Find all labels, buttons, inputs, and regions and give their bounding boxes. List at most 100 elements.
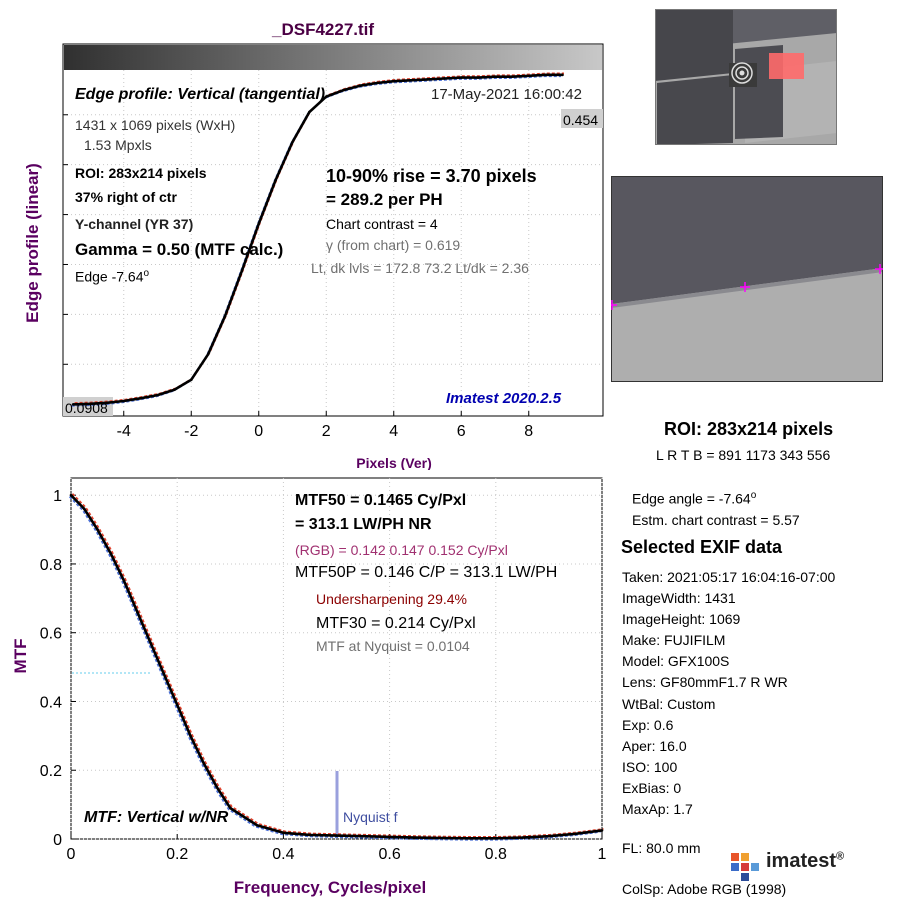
light-dark-levels: Lt, dk lvls = 172.8 73.2 Lt/dk = 2.36 [311, 260, 529, 276]
mtf50p-value: MTF50P = 0.146 C/P = 313.1 LW/PH [295, 564, 558, 581]
channel-label: Y-channel (YR 37) [75, 216, 194, 232]
x-tick-label: 0.8 [485, 846, 507, 863]
data-point [240, 269, 244, 273]
gamma-label: Gamma = 0.50 (MTF calc.) [75, 240, 284, 259]
data-point [388, 835, 391, 839]
data-point [255, 823, 259, 827]
exif-item: MaxAp: 1.7 [622, 801, 693, 818]
data-point [71, 403, 75, 406]
image-dimensions: 1431 x 1069 pixels (WxH) [75, 117, 236, 133]
degree-mark: o [143, 268, 150, 279]
x-tick-label: -2 [184, 423, 198, 440]
y-tick-label: 1 [53, 488, 62, 505]
x-tick-label: 0.4 [272, 846, 294, 863]
data-point [459, 76, 463, 79]
roi-coordinates: L R T B = 891 1173 343 556 [656, 447, 831, 463]
x-tick-label: -4 [117, 423, 131, 440]
right-edge-angle: Edge angle = -7.64o [632, 490, 756, 507]
data-point [600, 829, 604, 832]
y-tick-label: 0.8 [40, 557, 62, 574]
roi-size: ROI: 283x214 pixels [75, 165, 207, 181]
data-point [308, 833, 312, 837]
red-channel-line [71, 493, 604, 838]
data-point [96, 528, 99, 531]
edge-angle-label: Edge -7.64o [75, 268, 149, 285]
data-point [561, 73, 564, 77]
data-point [494, 837, 498, 840]
exif-list: Taken: 2021:05:17 16:04:16-07:00 ImageWi… [622, 567, 835, 820]
chart-contrast: Chart contrast = 4 [326, 216, 438, 232]
exif-item: Make: FUJIFILM [622, 632, 726, 649]
right-degree-mark: o [750, 490, 757, 501]
edge-angle-value: Edge -7.64 [75, 268, 144, 285]
data-point [215, 786, 219, 789]
data-point [510, 75, 514, 78]
mtf50-value: MTF50 = 0.1465 Cy/Pxl [295, 492, 467, 509]
data-point [282, 831, 285, 835]
y-tick-label: 0 [53, 832, 62, 849]
exif-item: ImageHeight: 1069 [622, 611, 741, 628]
edge-profile-heading: Edge profile: Vertical (tangential) [75, 86, 326, 103]
data-point [547, 834, 551, 838]
luminance-line [73, 73, 563, 406]
data-point [341, 88, 345, 92]
data-point [291, 140, 294, 144]
undersharpening: Undersharpening 29.4% [316, 591, 467, 607]
imatest-version: Imatest 2020.2.5 [446, 390, 562, 407]
rgb-mtf50: (RGB) = 0.142 0.147 0.152 Cy/Pxl [295, 542, 508, 558]
mtf-at-nyquist: MTF at Nyquist = 0.0104 [316, 638, 470, 654]
data-point [443, 77, 446, 80]
x-tick-label: 0.6 [378, 846, 400, 863]
edge-markers [611, 264, 883, 310]
gamma-from-chart: γ (from chart) = 0.619 [326, 237, 460, 253]
mtf-chart: 0 0.2 0.4 0.6 0.8 1 0 0.2 0.4 0.6 0.8 1 Nyquist f M… [11, 477, 607, 897]
estimated-contrast: Estm. chart contrast = 5.57 [632, 512, 800, 528]
imatest-logo-icon [731, 853, 759, 881]
data-point [375, 81, 379, 85]
data-point [122, 579, 126, 583]
y-tick-label: 0.4 [40, 694, 62, 711]
data-point [476, 76, 480, 79]
exif-item: ImageWidth: 1431 [622, 590, 736, 607]
data-point [521, 836, 524, 839]
nyquist-label: Nyquist f [343, 809, 398, 825]
exif-title: Selected EXIF data [621, 537, 783, 557]
data-point [173, 388, 176, 391]
y-tick-label: 0.6 [40, 626, 62, 643]
edge-profile-plot-area [62, 43, 604, 417]
data-point [361, 834, 365, 838]
gamma-chart-value: (from chart) = 0.619 [333, 237, 461, 253]
data-point [392, 79, 396, 83]
mtf50-lwph: = 313.1 LW/PH NR [295, 516, 432, 533]
level-high-box [561, 109, 603, 128]
data-point [358, 84, 362, 88]
data-point [88, 402, 92, 406]
data-point [574, 832, 577, 836]
edge-profile-chart: -4 -2 0 2 4 6 8 0.454 0.0908 Pixels (Ver) Edge… [23, 43, 604, 470]
data-point [189, 378, 193, 382]
data-point [308, 110, 311, 114]
edge-y-axis-label: Edge profile (linear) [23, 163, 42, 323]
gamma-symbol: γ [326, 237, 333, 253]
exif-item: ISO: 100 [622, 758, 678, 775]
edge-timestamp: 17-May-2021 16:00:42 [431, 86, 582, 103]
data-point [105, 401, 109, 405]
data-point [149, 641, 152, 645]
exif-color-space: ColSp: Adobe RGB (1998) [622, 881, 787, 897]
x-tick-label: 0.2 [166, 846, 188, 863]
x-tick-label: 1 [598, 846, 607, 863]
edge-x-axis-label: Pixels (Ver) [356, 455, 432, 470]
data-point [229, 806, 232, 810]
data-point [109, 552, 113, 555]
data-point [324, 95, 328, 98]
exif-item: Taken: 2021:05:17 16:04:16-07:00 [622, 569, 836, 585]
mtf-y-axis-label: MTF [11, 639, 30, 674]
image-thumbnail [655, 9, 837, 145]
data-point [335, 834, 338, 837]
x-tick-label: 2 [322, 423, 331, 440]
file-title: _DSF4227.tif [272, 20, 375, 39]
mtf-x-axis-label: Frequency, Cycles/pixel [234, 878, 426, 897]
data-point [274, 178, 277, 182]
x-tick-label: 8 [524, 423, 533, 440]
imatest-logo-text: imatest® [766, 850, 844, 873]
